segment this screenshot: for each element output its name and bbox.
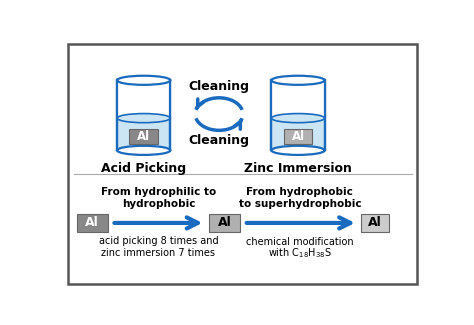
Bar bbox=[209, 214, 240, 232]
Bar bbox=[129, 129, 158, 144]
FancyBboxPatch shape bbox=[68, 44, 418, 284]
Text: Acid Picking: Acid Picking bbox=[101, 162, 186, 175]
Ellipse shape bbox=[272, 76, 325, 85]
Text: Al: Al bbox=[218, 216, 231, 229]
Bar bbox=[361, 214, 389, 232]
Text: with $\mathregular{C_{18}H_{38}S}$: with $\mathregular{C_{18}H_{38}S}$ bbox=[268, 246, 332, 260]
Ellipse shape bbox=[117, 113, 170, 123]
Text: From hydrophobic
to superhydrophobic: From hydrophobic to superhydrophobic bbox=[238, 187, 361, 209]
Text: acid picking 8 times and
zinc immersion 7 times: acid picking 8 times and zinc immersion … bbox=[99, 236, 218, 257]
Text: chemical modification: chemical modification bbox=[246, 237, 354, 247]
Bar bbox=[272, 80, 325, 118]
Ellipse shape bbox=[272, 146, 325, 155]
Text: Cleaning: Cleaning bbox=[189, 80, 249, 93]
Bar bbox=[117, 118, 170, 150]
Bar bbox=[77, 214, 108, 232]
Text: Al: Al bbox=[292, 130, 305, 143]
Text: Cleaning: Cleaning bbox=[189, 134, 249, 147]
Ellipse shape bbox=[272, 113, 325, 123]
Bar bbox=[117, 80, 170, 118]
Text: Al: Al bbox=[368, 216, 382, 229]
Text: From hydrophilic to
hydrophobic: From hydrophilic to hydrophobic bbox=[101, 187, 216, 209]
Text: Al: Al bbox=[137, 130, 150, 143]
Ellipse shape bbox=[117, 76, 170, 85]
Bar bbox=[272, 118, 325, 150]
Bar bbox=[284, 129, 312, 144]
Ellipse shape bbox=[117, 146, 170, 155]
Text: Zinc Immersion: Zinc Immersion bbox=[244, 162, 352, 175]
Text: Al: Al bbox=[85, 216, 99, 229]
